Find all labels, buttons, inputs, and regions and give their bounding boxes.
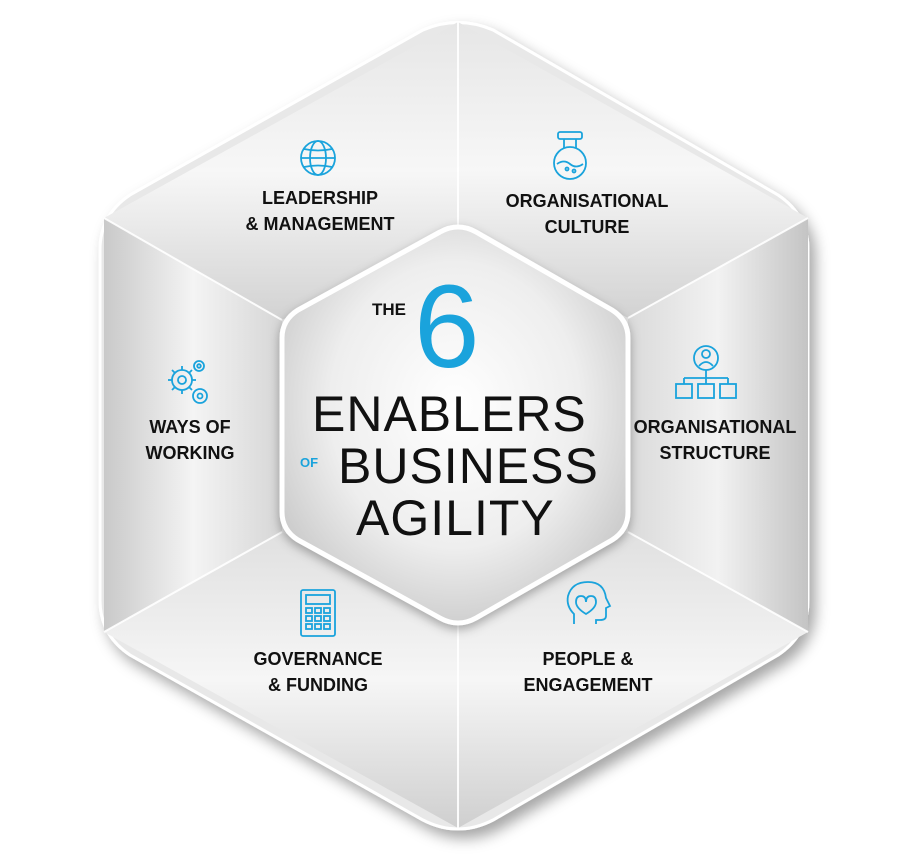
- globe-icon: [300, 140, 336, 176]
- label-line: PEOPLE &: [542, 649, 634, 669]
- center-enablers-text: ENABLERS: [312, 386, 587, 442]
- label-line: GOVERNANCE: [253, 649, 383, 669]
- segment-structure: [628, 218, 808, 632]
- label-line: WAYS OF: [149, 417, 231, 437]
- label-organisational-structure: ORGANISATIONAL STRUCTURE: [600, 414, 830, 466]
- org-chart-icon: [675, 345, 737, 399]
- segment-ways: [104, 218, 282, 632]
- center-business-text: BUSINESS: [338, 438, 599, 494]
- center-agility-text: AGILITY: [356, 490, 555, 546]
- center-the-text: THE: [372, 300, 406, 319]
- label-leadership-management: LEADERSHIP & MANAGEMENT: [205, 185, 435, 237]
- segment-people: [458, 532, 808, 828]
- label-line: LEADERSHIP: [261, 188, 378, 208]
- label-line: ORGANISATIONAL: [505, 191, 669, 211]
- calculator-icon: [300, 589, 336, 637]
- label-people-engagement: PEOPLE & ENGAGEMENT: [473, 646, 703, 698]
- center-of-text: OF: [300, 455, 319, 470]
- label-organisational-culture: ORGANISATIONAL CULTURE: [472, 188, 702, 240]
- center-number: 6: [414, 261, 480, 393]
- segment-governance: [104, 532, 458, 828]
- segment-culture: [458, 22, 808, 318]
- label-ways-of-working: WAYS OF WORKING: [95, 414, 285, 466]
- head-heart-icon: [566, 581, 612, 624]
- label-line: ORGANISATIONAL: [633, 417, 797, 437]
- center-hexagon: [279, 224, 631, 626]
- lab-flask-icon: [553, 131, 587, 180]
- label-line: STRUCTURE: [659, 443, 771, 463]
- label-line: ENGAGEMENT: [523, 675, 653, 695]
- label-line: & MANAGEMENT: [245, 214, 395, 234]
- label-line: CULTURE: [544, 217, 630, 237]
- label-line: WORKING: [145, 443, 235, 463]
- gears-icon: [168, 360, 208, 404]
- label-line: & FUNDING: [268, 675, 368, 695]
- segment-leadership: [104, 22, 458, 320]
- label-governance-funding: GOVERNANCE & FUNDING: [203, 646, 433, 698]
